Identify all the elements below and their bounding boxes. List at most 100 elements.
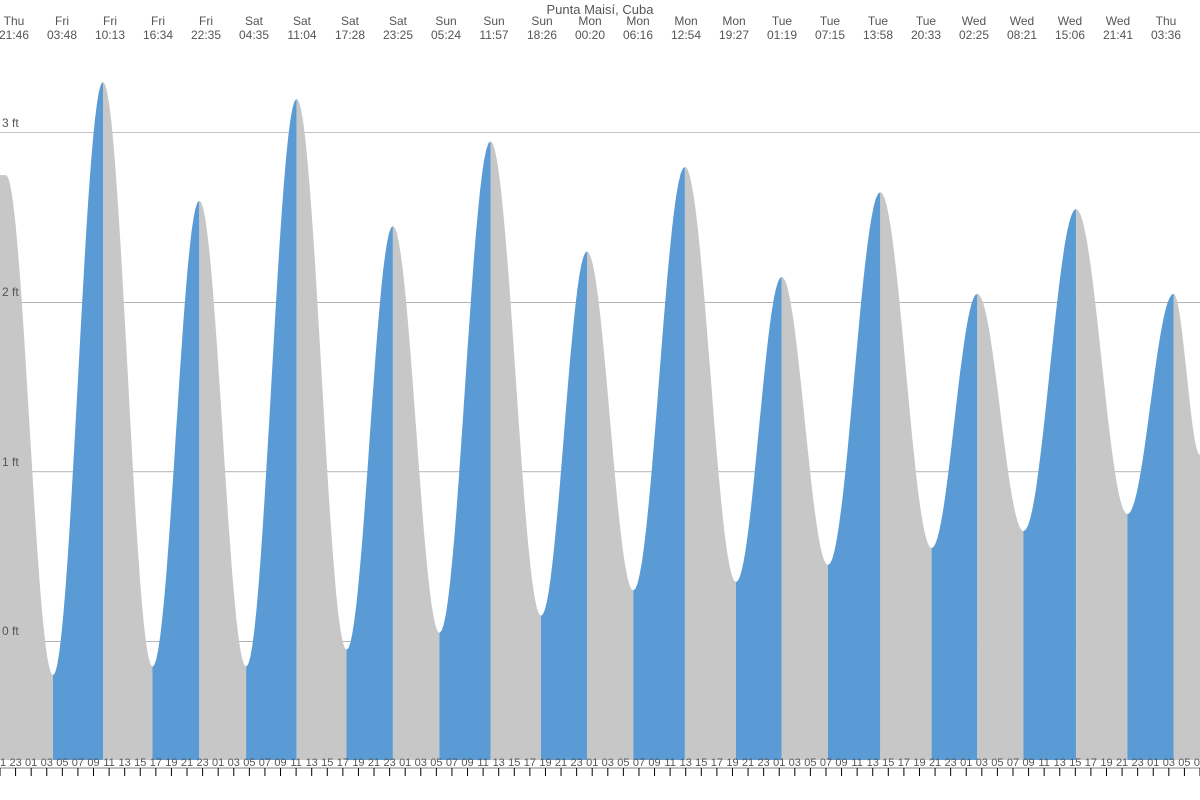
x-tick-label: 05 <box>243 757 255 769</box>
x-tick-label: 21 <box>368 757 380 769</box>
tide-event-label: Fri16:34 <box>135 14 181 42</box>
x-tick-label: 21 <box>929 757 941 769</box>
x-tick-label: 11 <box>290 757 301 769</box>
tide-event-day: Wed <box>1047 14 1093 28</box>
tide-event-day: Fri <box>39 14 85 28</box>
x-tick-label: 19 <box>1100 757 1112 769</box>
x-tick-label: 17 <box>524 757 536 769</box>
x-tick-label: 13 <box>1054 757 1066 769</box>
tide-event-time: 19:27 <box>711 28 757 42</box>
x-tick-label: 07 <box>633 757 645 769</box>
x-tick-label: 21 <box>0 757 6 769</box>
tide-event-label: Wed15:06 <box>1047 14 1093 42</box>
tide-event-day: Sun <box>519 14 565 28</box>
tide-event-label: Tue20:33 <box>903 14 949 42</box>
tide-event-label: Mon19:27 <box>711 14 757 42</box>
tide-event-day: Tue <box>903 14 949 28</box>
x-tick-label: 09 <box>1022 757 1034 769</box>
x-tick-label: 07 <box>820 757 832 769</box>
x-tick-label: 01 <box>25 757 37 769</box>
tide-event-day: Sun <box>471 14 517 28</box>
x-tick-label: 09 <box>835 757 847 769</box>
x-tick-label: 03 <box>41 757 53 769</box>
x-tick-label: 01 <box>399 757 411 769</box>
tide-event-day: Mon <box>663 14 709 28</box>
tide-event-label: Fri10:13 <box>87 14 133 42</box>
tide-event-time: 17:28 <box>327 28 373 42</box>
x-tick-label: 07 <box>1007 757 1019 769</box>
x-tick-label: 15 <box>1069 757 1081 769</box>
tide-event-time: 12:54 <box>663 28 709 42</box>
x-tick-label: 11 <box>1038 757 1049 769</box>
tide-event-time: 22:35 <box>183 28 229 42</box>
y-tick-label: 2 ft <box>2 285 19 299</box>
x-tick-label: 23 <box>1132 757 1144 769</box>
x-tick-label: 03 <box>789 757 801 769</box>
x-tick-label: 07 <box>446 757 458 769</box>
x-tick-label: 05 <box>991 757 1003 769</box>
tide-event-time: 18:26 <box>519 28 565 42</box>
tide-event-label: Sat23:25 <box>375 14 421 42</box>
x-tick-label: 19 <box>913 757 925 769</box>
tide-event-label: Tue13:58 <box>855 14 901 42</box>
x-tick-label: 05 <box>804 757 816 769</box>
x-tick-label: 21 <box>742 757 754 769</box>
tide-event-day: Wed <box>951 14 997 28</box>
x-tick-label: 11 <box>664 757 675 769</box>
tide-event-time: 08:21 <box>999 28 1045 42</box>
tide-event-time: 00:20 <box>567 28 613 42</box>
tide-event-label: Thu21:46 <box>0 14 37 42</box>
tide-event-label: Fri22:35 <box>183 14 229 42</box>
x-tick-label: 07 <box>1194 757 1200 769</box>
x-tick-label: 21 <box>1116 757 1128 769</box>
tide-event-time: 11:04 <box>279 28 325 42</box>
tide-event-label: Wed21:41 <box>1095 14 1141 42</box>
tide-event-day: Sun <box>423 14 469 28</box>
tide-event-day: Sat <box>327 14 373 28</box>
x-tick-label: 01 <box>960 757 972 769</box>
tide-event-day: Mon <box>711 14 757 28</box>
x-tick-label: 03 <box>415 757 427 769</box>
x-tick-label: 17 <box>1085 757 1097 769</box>
chart-svg <box>0 0 1200 800</box>
x-tick-label: 13 <box>493 757 505 769</box>
tide-event-label: Wed02:25 <box>951 14 997 42</box>
tide-event-label: Sun11:57 <box>471 14 517 42</box>
tide-event-time: 10:13 <box>87 28 133 42</box>
x-tick-label: 01 <box>586 757 598 769</box>
tide-event-time: 21:46 <box>0 28 37 42</box>
x-tick-label: 15 <box>508 757 520 769</box>
tide-event-label: Thu03:36 <box>1143 14 1189 42</box>
tide-event-day: Thu <box>0 14 37 28</box>
tide-event-day: Sat <box>231 14 277 28</box>
tide-event-time: 06:16 <box>615 28 661 42</box>
tide-event-time: 15:06 <box>1047 28 1093 42</box>
tide-event-time: 11:57 <box>471 28 517 42</box>
x-tick-label: 15 <box>134 757 146 769</box>
tide-event-day: Sat <box>279 14 325 28</box>
x-tick-label: 01 <box>212 757 224 769</box>
x-tick-label: 23 <box>570 757 582 769</box>
x-tick-label: 23 <box>383 757 395 769</box>
tide-event-day: Mon <box>615 14 661 28</box>
tide-event-label: Tue01:19 <box>759 14 805 42</box>
x-tick-label: 23 <box>9 757 21 769</box>
x-tick-label: 07 <box>72 757 84 769</box>
x-tick-label: 23 <box>196 757 208 769</box>
x-tick-label: 05 <box>56 757 68 769</box>
tide-event-day: Thu <box>1143 14 1189 28</box>
x-tick-label: 11 <box>477 757 488 769</box>
x-tick-label: 15 <box>882 757 894 769</box>
tide-event-time: 21:41 <box>1095 28 1141 42</box>
tide-chart: Punta Maisí, Cuba Thu21:46Fri03:48Fri10:… <box>0 0 1200 800</box>
x-tick-label: 05 <box>617 757 629 769</box>
x-tick-label: 19 <box>165 757 177 769</box>
tide-event-day: Wed <box>999 14 1045 28</box>
x-tick-label: 03 <box>976 757 988 769</box>
x-tick-label: 13 <box>119 757 131 769</box>
x-tick-label: 17 <box>898 757 910 769</box>
x-tick-label: 09 <box>648 757 660 769</box>
tide-event-day: Fri <box>183 14 229 28</box>
x-tick-label: 13 <box>680 757 692 769</box>
tide-event-time: 01:19 <box>759 28 805 42</box>
